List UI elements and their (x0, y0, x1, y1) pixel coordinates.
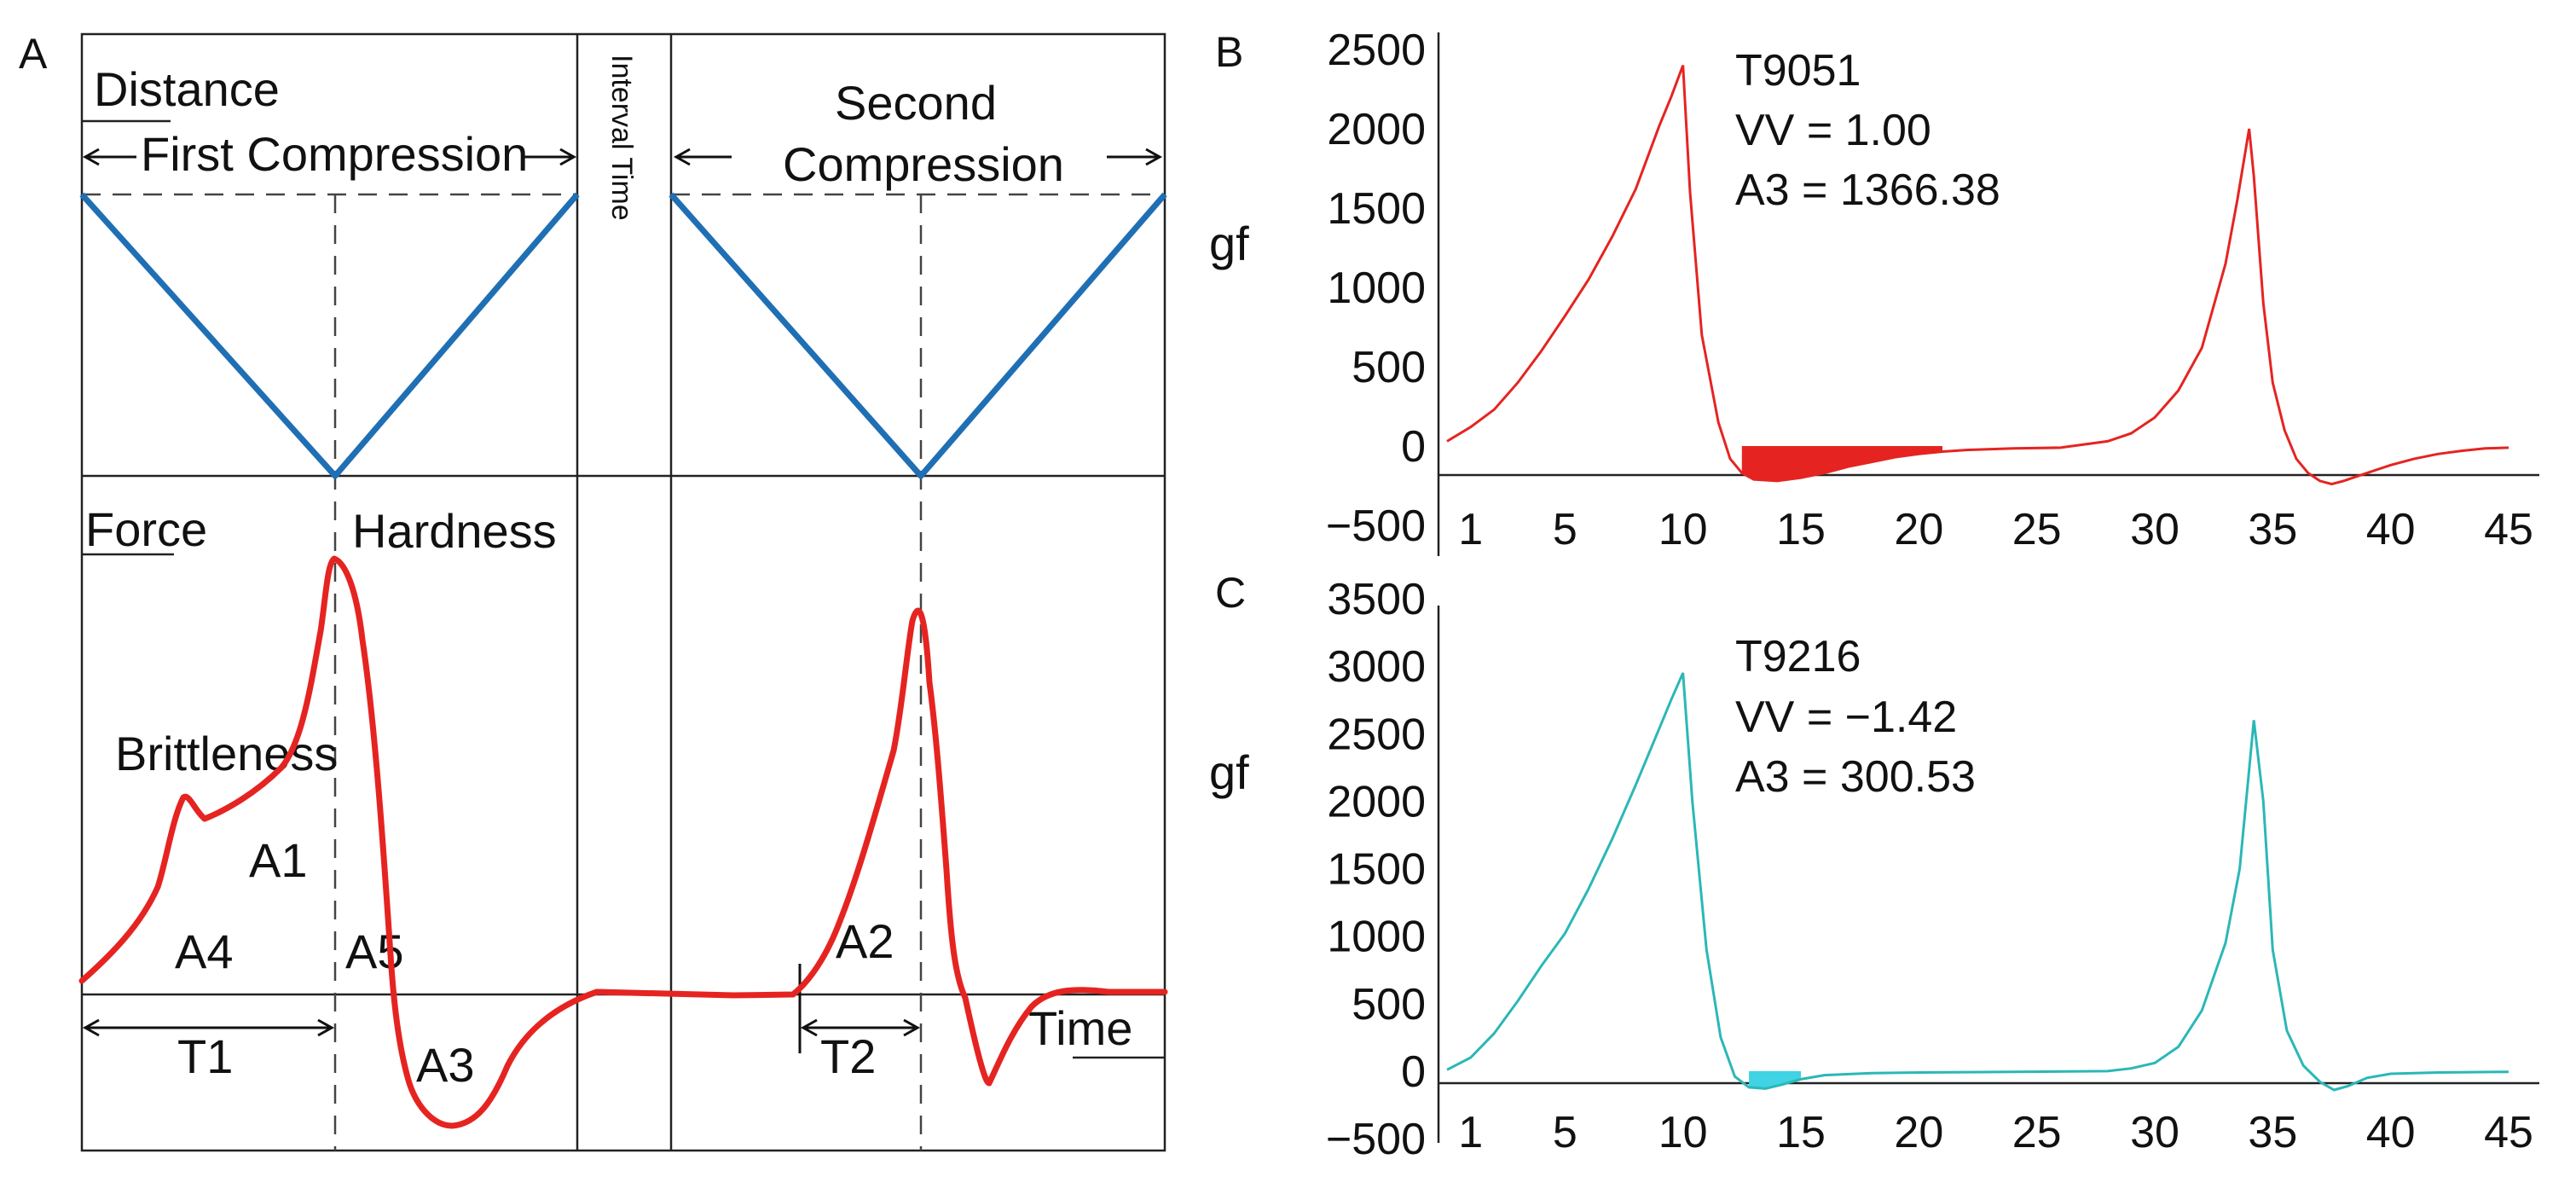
panel-c-x-ticks: 1 5 10 15 20 25 30 35 40 45 (1458, 1108, 2533, 1157)
t1-arrowhead-right (317, 1018, 335, 1037)
panel-a: A Distance First Compression Interval Ti… (19, 30, 1168, 1152)
panel-c-y-tick-label: 2000 (1327, 777, 1426, 826)
panel-b-series-t9051 (1446, 65, 2509, 486)
panel-c-x-tick-label: 45 (2484, 1108, 2533, 1157)
force-time-curve (78, 555, 1168, 1129)
panel-a-letter: A (19, 30, 48, 78)
second-compression-label-line1: Second (835, 76, 997, 130)
panel-c-x-tick-label: 35 (2248, 1108, 2297, 1157)
second-compression-arrowhead-left (673, 148, 691, 166)
panel-b-x-tick-label: 5 (1553, 505, 1577, 554)
panel-b-x-tick-label: 40 (2366, 505, 2416, 554)
panel-b-ylabel: gf (1209, 217, 1249, 270)
panel-c-x-tick-label: 10 (1658, 1108, 1708, 1157)
second-compression-label-line2: Compression (783, 137, 1064, 191)
panel-c-sample-id: T9216 (1735, 632, 1861, 681)
panel-c-x-tick-label: 25 (2012, 1108, 2062, 1157)
interval-time-label: Interval Time (605, 55, 638, 221)
panel-c-x-tick-label: 30 (2130, 1108, 2179, 1157)
force-label: Force (85, 502, 207, 556)
t2-label: T2 (820, 1029, 876, 1083)
panel-c-y-tick-label: 500 (1352, 980, 1426, 1029)
first-compression-label: First Compression (141, 127, 528, 181)
panel-c-y-tick-label: 1500 (1327, 845, 1426, 895)
panel-b-y-tick-label: 500 (1352, 343, 1426, 392)
panel-b-y-tick-label: 2000 (1327, 105, 1426, 154)
panel-b-x-tick-label: 25 (2012, 505, 2062, 554)
panel-b-x-tick-label: 30 (2130, 505, 2179, 554)
t1-label: T1 (177, 1029, 233, 1083)
panel-b-y-tick-label: 1000 (1327, 264, 1426, 313)
panel-b-x-tick-label: 35 (2248, 505, 2297, 554)
panel-c-letter: C (1215, 569, 1246, 617)
area-a5-label: A5 (345, 925, 404, 978)
second-compression-distance (669, 192, 1167, 479)
panel-c-y-tick-label: 3500 (1327, 575, 1426, 624)
panel-c-y-tick-label: −500 (1326, 1115, 1426, 1164)
panel-c-x-tick-label: 1 (1458, 1108, 1483, 1157)
panel-b-x-tick-label: 1 (1458, 505, 1483, 554)
panel-c-x-tick-label: 20 (1894, 1108, 1943, 1157)
first-compression-distance (79, 192, 580, 479)
panel-b-y-tick-label: −500 (1326, 501, 1426, 551)
area-a4-label: A4 (175, 925, 234, 978)
panel-c-y-tick-label: 0 (1401, 1047, 1426, 1097)
area-a2-label: A2 (836, 914, 894, 968)
t2-arrowhead-left (800, 1018, 818, 1037)
first-compression-arrowhead-left (82, 148, 100, 166)
panel-b-x-tick-label: 20 (1894, 505, 1943, 554)
panel-a-frame (80, 32, 1166, 1152)
panel-b-y-tick-label: 2500 (1327, 26, 1426, 75)
t2-arrowhead-right (903, 1018, 921, 1037)
panel-b-y-ticks: 2500 2000 1500 1000 500 0 −500 (1326, 26, 1426, 551)
panel-c-y-tick-label: 2500 (1327, 710, 1426, 759)
panel-c-series-t9216 (1446, 672, 2509, 1092)
panel-c-x-tick-label: 15 (1776, 1108, 1826, 1157)
panel-b-x-tick-label: 15 (1776, 505, 1826, 554)
panel-c-y-tick-label: 3000 (1327, 642, 1426, 692)
panel-c-a3: A3 = 300.53 (1735, 752, 1976, 802)
panel-b-y-tick-label: 1500 (1327, 184, 1426, 234)
panel-c-ylabel: gf (1209, 745, 1249, 799)
panel-c-y-tick-label: 1000 (1327, 913, 1426, 962)
panel-b-x-tick-label: 10 (1658, 505, 1708, 554)
panel-b-x-tick-label: 45 (2484, 505, 2533, 554)
panel-b-letter: B (1215, 28, 1243, 76)
panel-c-vv: VV = −1.42 (1735, 693, 1957, 742)
area-a1-label: A1 (249, 833, 308, 887)
panel-c-a3-area (1749, 1070, 1801, 1089)
t1-arrowhead-left (82, 1018, 100, 1037)
panel-b-a3-area (1741, 446, 1942, 481)
panel-b-sample-id: T9051 (1735, 46, 1861, 96)
second-compression-arrowhead-right (1145, 148, 1163, 166)
panel-c-x-tick-label: 5 (1553, 1108, 1577, 1157)
panel-b-vv: VV = 1.00 (1735, 106, 1931, 155)
time-label: Time (1028, 1001, 1132, 1055)
first-compression-arrowhead-right (559, 148, 577, 166)
brittleness-label: Brittleness (115, 727, 338, 780)
panel-b-y-tick-label: 0 (1401, 422, 1426, 472)
panel-c-x-tick-label: 40 (2366, 1108, 2416, 1157)
panel-b-a3: A3 = 1366.38 (1735, 165, 2000, 215)
panel-b-x-ticks: 1 5 10 15 20 25 30 35 40 45 (1458, 505, 2533, 554)
panel-c-y-ticks: 3500 3000 2500 2000 1500 1000 500 0 −500 (1326, 575, 1426, 1164)
area-a3-label: A3 (416, 1038, 475, 1092)
distance-label: Distance (94, 62, 280, 116)
hardness-label: Hardness (352, 504, 557, 558)
